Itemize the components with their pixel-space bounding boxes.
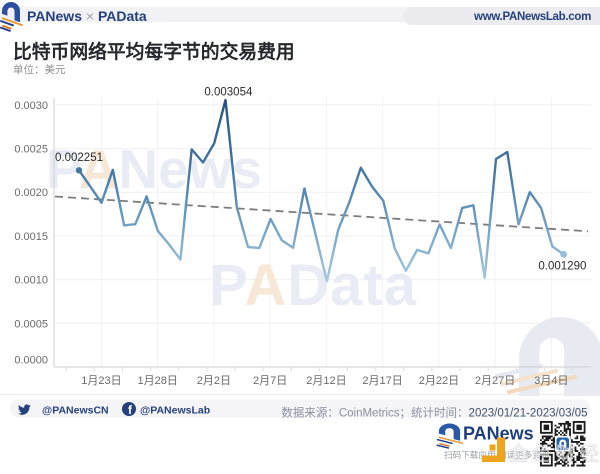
svg-text:数据来源：CoinMetrics；统计时间：2023/01/: 数据来源：CoinMetrics；统计时间：2023/01/21-2023/03… [281, 406, 587, 420]
svg-text:0.001290: 0.001290 [538, 261, 586, 273]
svg-text:3月4日: 3月4日 [534, 375, 568, 387]
svg-text:PANews: PANews [463, 424, 534, 444]
svg-text:2月7日: 2月7日 [253, 375, 287, 387]
svg-text:2月27日: 2月27日 [475, 375, 515, 387]
svg-text:0.0020: 0.0020 [14, 187, 48, 199]
svg-text:@PANewsLab: @PANewsLab [140, 405, 210, 417]
svg-text:0.0000: 0.0000 [14, 355, 48, 367]
svg-text:2月17日: 2月17日 [362, 375, 402, 387]
svg-text:0.002251: 0.002251 [55, 152, 103, 164]
svg-text:0.0030: 0.0030 [14, 100, 48, 112]
svg-text:0.0015: 0.0015 [14, 231, 48, 243]
svg-text:2月22日: 2月22日 [419, 375, 459, 387]
svg-text:1月23日: 1月23日 [81, 375, 121, 387]
svg-text:扫码下载应用 阅读更多资讯: 扫码下载应用 阅读更多资讯 [444, 449, 550, 460]
svg-text:f: f [128, 403, 133, 417]
svg-text:0.0010: 0.0010 [14, 275, 48, 287]
svg-text:1月28日: 1月28日 [138, 375, 178, 387]
svg-text:PAData: PAData [209, 253, 417, 318]
svg-text:金色财经: 金色财经 [509, 443, 600, 465]
svg-text:0.0005: 0.0005 [14, 318, 48, 330]
svg-text:0.003054: 0.003054 [204, 87, 253, 99]
svg-text:2月12日: 2月12日 [306, 375, 346, 387]
svg-text:2月2日: 2月2日 [197, 375, 231, 387]
svg-text:0.0025: 0.0025 [14, 144, 48, 156]
svg-text:@PANewsCN: @PANewsCN [42, 405, 109, 417]
